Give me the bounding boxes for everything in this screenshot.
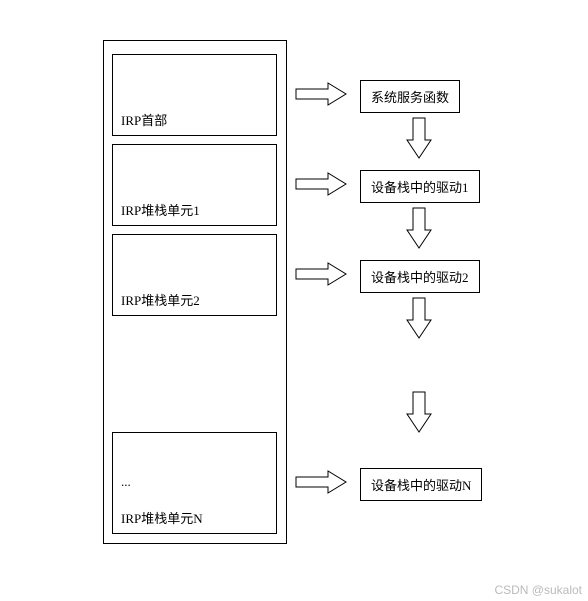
left-box-stackN-dots: ...	[121, 474, 268, 490]
left-box-stack2: IRP堆栈单元2	[112, 234, 277, 316]
left-box-stackN: ... IRP堆栈单元N	[112, 432, 277, 534]
h-arrow-3	[294, 468, 354, 496]
right-box-drvN: 设备栈中的驱动N	[360, 468, 482, 501]
right-box-drv1: 设备栈中的驱动1	[360, 170, 480, 203]
h-arrow-1	[294, 170, 354, 198]
h-arrow-0	[294, 80, 354, 108]
v-arrow-1	[404, 206, 434, 256]
left-box-stack1-label: IRP堆栈单元1	[121, 200, 268, 219]
h-arrow-2	[294, 260, 354, 288]
right-box-drv2: 设备栈中的驱动2	[360, 260, 480, 293]
right-box-sys-label: 系统服务函数	[371, 90, 449, 105]
watermark-text: CSDN @sukalot	[494, 583, 582, 597]
right-box-drv2-label: 设备栈中的驱动2	[371, 270, 469, 285]
v-arrow-3	[404, 390, 434, 440]
v-arrow-0	[404, 116, 434, 166]
right-box-drvN-label: 设备栈中的驱动N	[371, 478, 471, 493]
diagram-canvas: IRP首部 IRP堆栈单元1 IRP堆栈单元2 ... IRP堆栈单元N 系统服…	[0, 0, 588, 601]
left-box-header: IRP首部	[112, 54, 277, 136]
left-box-stack1: IRP堆栈单元1	[112, 144, 277, 226]
watermark: CSDN @sukalot	[494, 583, 582, 597]
left-box-stack2-label: IRP堆栈单元2	[121, 290, 268, 309]
right-box-sys: 系统服务函数	[360, 80, 460, 113]
left-box-stackN-label: IRP堆栈单元N	[121, 508, 268, 527]
v-arrow-2	[404, 296, 434, 346]
left-box-header-label: IRP首部	[121, 110, 268, 129]
right-box-drv1-label: 设备栈中的驱动1	[371, 180, 469, 195]
